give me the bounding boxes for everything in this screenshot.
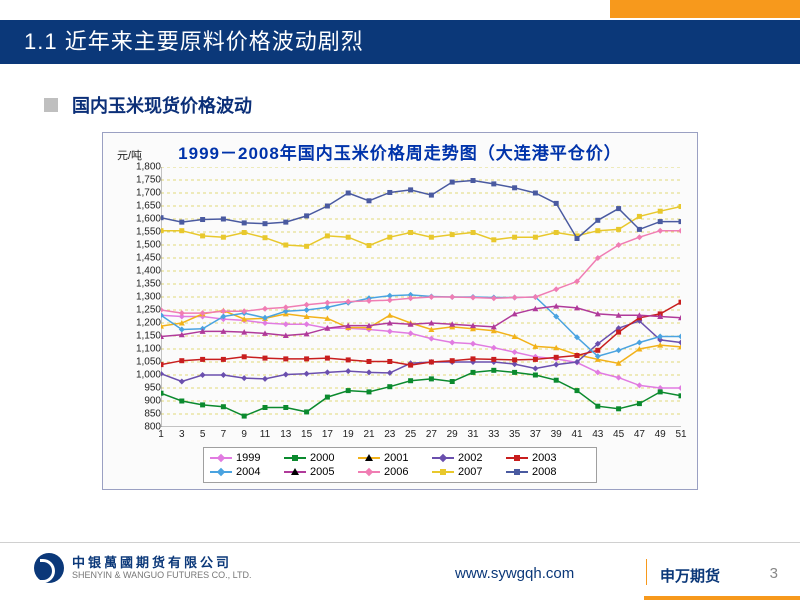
x-tick-label: 49 bbox=[655, 429, 666, 440]
x-tick-label: 29 bbox=[447, 429, 458, 440]
legend-item: 2002 bbox=[432, 452, 506, 464]
legend-item: 2005 bbox=[284, 466, 358, 478]
legend-swatch bbox=[210, 457, 232, 459]
x-tick-label: 35 bbox=[509, 429, 520, 440]
legend-swatch bbox=[432, 457, 454, 459]
slide-title: 1.1 近年来主要原料价格波动剧烈 bbox=[24, 29, 364, 54]
x-tick-label: 39 bbox=[551, 429, 562, 440]
y-tick-label: 1,650 bbox=[136, 201, 161, 212]
y-tick-label: 1,500 bbox=[136, 240, 161, 251]
x-tick-label: 37 bbox=[530, 429, 541, 440]
footer-brand: 申万期货 bbox=[660, 565, 720, 586]
footer-accent bbox=[644, 596, 800, 600]
footer-url: www.sywgqh.com bbox=[455, 565, 574, 582]
top-accent-stripe bbox=[610, 0, 800, 18]
y-tick-label: 1,600 bbox=[136, 214, 161, 225]
logo-icon bbox=[34, 553, 64, 583]
footer-divider bbox=[646, 559, 647, 585]
y-tick-label: 1,800 bbox=[136, 162, 161, 173]
x-tick-label: 3 bbox=[179, 429, 185, 440]
x-tick-label: 19 bbox=[343, 429, 354, 440]
x-tick-label: 15 bbox=[301, 429, 312, 440]
slide-title-bar: 1.1 近年来主要原料价格波动剧烈 bbox=[0, 20, 800, 64]
x-tick-label: 5 bbox=[200, 429, 206, 440]
y-tick-label: 1,700 bbox=[136, 188, 161, 199]
legend-label: 2003 bbox=[532, 452, 556, 464]
legend-label: 2006 bbox=[384, 466, 408, 478]
x-tick-label: 51 bbox=[675, 429, 686, 440]
x-tick-label: 25 bbox=[405, 429, 416, 440]
bullet-icon bbox=[44, 98, 58, 112]
y-tick-label: 1,550 bbox=[136, 227, 161, 238]
y-tick-label: 1,400 bbox=[136, 266, 161, 277]
legend-swatch bbox=[210, 471, 232, 473]
y-tick-label: 1,250 bbox=[136, 305, 161, 316]
legend-label: 2000 bbox=[310, 452, 334, 464]
legend-label: 2002 bbox=[458, 452, 482, 464]
chart-title: 1999－2008年国内玉米价格周走势图（大连港平仓价） bbox=[103, 133, 697, 164]
x-tick-label: 17 bbox=[322, 429, 333, 440]
x-tick-label: 27 bbox=[426, 429, 437, 440]
slide-footer: 中银萬國期货有限公司 SHENYIN & WANGUO FUTURES CO.,… bbox=[0, 542, 800, 600]
legend-item: 2008 bbox=[506, 466, 580, 478]
legend-label: 2001 bbox=[384, 452, 408, 464]
legend-item: 2007 bbox=[432, 466, 506, 478]
y-tick-label: 950 bbox=[144, 383, 161, 394]
y-tick-label: 1,750 bbox=[136, 175, 161, 186]
chart-legend: 1999 2000 2001 2002 2003 2004 2005 2006 2007 2008 bbox=[203, 447, 597, 483]
legend-swatch bbox=[506, 471, 528, 473]
x-tick-label: 11 bbox=[260, 429, 270, 440]
legend-label: 2005 bbox=[310, 466, 334, 478]
y-tick-label: 1,000 bbox=[136, 370, 161, 381]
legend-item: 2006 bbox=[358, 466, 432, 478]
x-tick-label: 33 bbox=[488, 429, 499, 440]
x-tick-label: 41 bbox=[571, 429, 582, 440]
legend-swatch bbox=[358, 471, 380, 473]
x-tick-label: 7 bbox=[221, 429, 227, 440]
x-tick-label: 31 bbox=[467, 429, 478, 440]
legend-label: 2004 bbox=[236, 466, 260, 478]
legend-swatch bbox=[358, 457, 380, 459]
legend-label: 2008 bbox=[532, 466, 556, 478]
x-tick-label: 43 bbox=[592, 429, 603, 440]
company-name-en: SHENYIN & WANGUO FUTURES CO., LTD. bbox=[72, 570, 252, 581]
legend-label: 2007 bbox=[458, 466, 482, 478]
y-axis-ticks: 8008509009501,0001,0501,1001,1501,2001,2… bbox=[123, 167, 161, 427]
chart-container: 1999－2008年国内玉米价格周走势图（大连港平仓价） 元/吨 8008509… bbox=[102, 132, 698, 490]
y-tick-label: 1,450 bbox=[136, 253, 161, 264]
legend-label: 1999 bbox=[236, 452, 260, 464]
y-tick-label: 1,050 bbox=[136, 357, 161, 368]
legend-swatch bbox=[506, 457, 528, 459]
company-logo: 中银萬國期货有限公司 SHENYIN & WANGUO FUTURES CO.,… bbox=[34, 553, 252, 583]
x-tick-label: 1 bbox=[158, 429, 164, 440]
legend-item: 2004 bbox=[210, 466, 284, 478]
y-tick-label: 900 bbox=[144, 396, 161, 407]
plot-area bbox=[161, 167, 681, 427]
legend-swatch bbox=[432, 471, 454, 473]
y-tick-label: 1,150 bbox=[136, 331, 161, 342]
x-tick-label: 23 bbox=[384, 429, 395, 440]
legend-item: 2001 bbox=[358, 452, 432, 464]
y-tick-label: 850 bbox=[144, 409, 161, 420]
y-tick-label: 1,100 bbox=[136, 344, 161, 355]
x-tick-label: 13 bbox=[280, 429, 291, 440]
y-tick-label: 1,200 bbox=[136, 318, 161, 329]
x-tick-label: 47 bbox=[634, 429, 645, 440]
company-name-cn: 中银萬國期货有限公司 bbox=[72, 555, 252, 571]
page-number: 3 bbox=[770, 565, 778, 582]
legend-swatch bbox=[284, 471, 306, 473]
x-tick-label: 21 bbox=[363, 429, 374, 440]
legend-item: 2003 bbox=[506, 452, 580, 464]
logo-text: 中银萬國期货有限公司 SHENYIN & WANGUO FUTURES CO.,… bbox=[72, 555, 252, 581]
y-tick-label: 1,300 bbox=[136, 292, 161, 303]
subtitle-row: 国内玉米现货价格波动 bbox=[44, 92, 252, 118]
legend-item: 1999 bbox=[210, 452, 284, 464]
x-axis-ticks: 1357911131517192123252729313335373941434… bbox=[161, 429, 681, 443]
legend-item: 2000 bbox=[284, 452, 358, 464]
y-tick-label: 1,350 bbox=[136, 279, 161, 290]
legend-swatch bbox=[284, 457, 306, 459]
x-tick-label: 45 bbox=[613, 429, 624, 440]
x-tick-label: 9 bbox=[241, 429, 247, 440]
subtitle-text: 国内玉米现货价格波动 bbox=[72, 92, 252, 118]
